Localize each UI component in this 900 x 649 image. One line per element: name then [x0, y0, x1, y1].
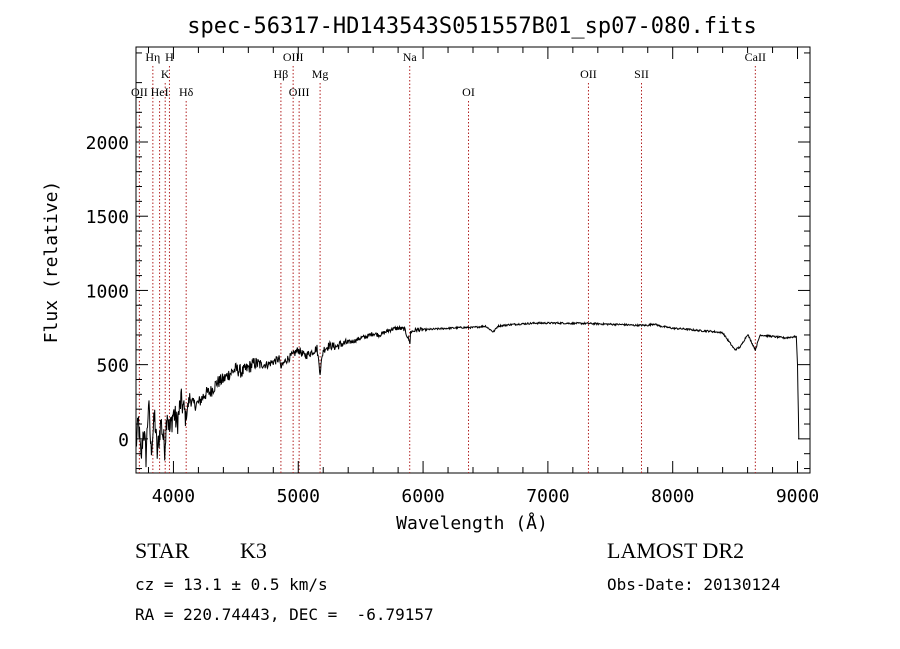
coordinates: RA = 220.74443, DEC = -6.79157: [135, 605, 434, 624]
spectral-line-label: H: [165, 50, 174, 64]
spectral-line-label: Mg: [312, 67, 329, 81]
spectral-line-label: OII: [580, 67, 597, 81]
y-tick-label: 1000: [86, 281, 129, 302]
x-tick-label: 5000: [277, 486, 320, 507]
spectral-line-label: OII: [131, 85, 148, 99]
object-class: STAR: [135, 538, 190, 563]
object-subclass: K3: [240, 538, 267, 563]
spectral-line-label: Na: [403, 50, 418, 64]
y-tick-label: 1500: [86, 207, 129, 228]
spectral-line-label: HeI: [151, 85, 169, 99]
spectral-line-label: Hη: [145, 50, 160, 64]
spectral-line-label: OIII: [283, 50, 304, 64]
y-tick-label: 500: [96, 356, 129, 377]
obs-date: Obs-Date: 20130124: [607, 575, 781, 594]
x-tick-label: 7000: [526, 486, 569, 507]
spectrum-line: [135, 321, 800, 468]
spectral-line-label: CaII: [745, 50, 766, 64]
x-tick-label: 9000: [776, 486, 819, 507]
y-tick-label: 0: [118, 430, 129, 451]
spectral-line-label: OIII: [289, 85, 310, 99]
plot-frame: [135, 46, 811, 474]
x-axis-label: Wavelength (Å): [396, 512, 548, 534]
spectral-line-label: K: [161, 67, 170, 81]
survey-name: LAMOST DR2: [607, 538, 745, 563]
axis-ticks: 4000 5000 6000 7000 8000 9000 0 500 1000 1500 2000: [86, 47, 819, 507]
x-tick-label: 6000: [401, 486, 444, 507]
chart-title: spec-56317-HD143543S051557B01_sp07-080.f…: [187, 14, 757, 39]
spectral-line-label: Hδ: [179, 85, 194, 99]
spectral-line-label: OI: [462, 85, 475, 99]
y-tick-label: 2000: [86, 133, 129, 154]
spectral-line-label: SII: [634, 67, 649, 81]
x-tick-label: 4000: [152, 486, 195, 507]
spectral-line-label: Hβ: [274, 67, 289, 81]
y-axis-label: Flux (relative): [41, 181, 62, 344]
redshift-text: cz = 13.1 ± 0.5 km/s: [135, 575, 328, 594]
x-tick-label: 8000: [651, 486, 694, 507]
